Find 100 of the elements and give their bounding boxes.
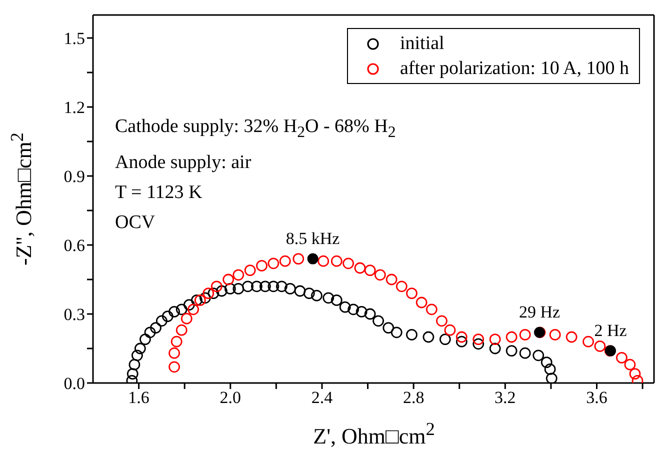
point bbox=[216, 285, 228, 297]
point bbox=[303, 288, 315, 299]
point bbox=[279, 255, 291, 267]
point bbox=[210, 280, 222, 292]
point bbox=[422, 331, 434, 343]
point bbox=[406, 288, 418, 299]
point bbox=[489, 342, 501, 354]
annotation: 29 Hz bbox=[518, 302, 560, 322]
x-tick-label: 3.2 bbox=[494, 388, 516, 408]
point bbox=[472, 338, 484, 350]
annotation: 8.5 kHz bbox=[286, 228, 340, 248]
point bbox=[629, 368, 641, 380]
point bbox=[256, 260, 268, 272]
point bbox=[489, 334, 501, 345]
legend-label: after polarization: 10 A, 100 h bbox=[400, 57, 629, 81]
point bbox=[444, 324, 456, 336]
point bbox=[188, 304, 199, 316]
point bbox=[342, 258, 354, 270]
point bbox=[339, 301, 351, 313]
point bbox=[549, 329, 561, 340]
point bbox=[354, 262, 366, 274]
point bbox=[506, 331, 518, 343]
point bbox=[456, 336, 468, 348]
point bbox=[144, 326, 156, 338]
point bbox=[372, 315, 384, 327]
y-tick-label: 0.6 bbox=[64, 236, 85, 256]
point bbox=[364, 264, 376, 276]
point bbox=[330, 255, 342, 267]
point bbox=[170, 336, 182, 348]
point bbox=[244, 264, 256, 276]
point bbox=[134, 342, 146, 354]
point bbox=[180, 312, 192, 324]
point bbox=[330, 294, 342, 306]
point bbox=[519, 329, 531, 340]
x-tick-label: 2.0 bbox=[220, 388, 242, 408]
point bbox=[276, 280, 288, 292]
point bbox=[162, 310, 174, 322]
point bbox=[251, 280, 262, 292]
point bbox=[294, 285, 306, 297]
point bbox=[268, 258, 280, 270]
y-tick-label: 0.9 bbox=[64, 167, 85, 186]
x-tick-label: 2.8 bbox=[402, 388, 424, 408]
point bbox=[284, 283, 296, 294]
point bbox=[168, 361, 180, 373]
point bbox=[222, 274, 234, 286]
point bbox=[544, 364, 556, 375]
point bbox=[374, 269, 386, 281]
point bbox=[150, 322, 162, 334]
point bbox=[348, 304, 360, 316]
point bbox=[156, 315, 168, 327]
point bbox=[426, 304, 438, 316]
point bbox=[140, 334, 151, 345]
point bbox=[582, 336, 594, 348]
point bbox=[128, 358, 140, 370]
annotation: Cathode supply: 32% H$_{2}$O - 68% H$_{2}$ bbox=[115, 115, 396, 143]
point bbox=[242, 280, 254, 292]
point bbox=[566, 331, 578, 343]
point bbox=[356, 306, 368, 318]
x-tick-label: 1.6 bbox=[128, 388, 150, 408]
point bbox=[232, 283, 244, 294]
point bbox=[259, 280, 271, 292]
point bbox=[386, 274, 398, 286]
point bbox=[406, 329, 418, 340]
x-tick-label: 3.6 bbox=[586, 388, 608, 408]
point bbox=[168, 306, 180, 318]
point bbox=[292, 253, 304, 264]
point bbox=[546, 372, 558, 383]
y-tick-label: 1.5 bbox=[64, 29, 85, 48]
point bbox=[232, 269, 244, 281]
point bbox=[208, 288, 220, 299]
point bbox=[472, 334, 484, 345]
point bbox=[382, 322, 394, 334]
point bbox=[390, 326, 402, 338]
point bbox=[176, 304, 188, 316]
point bbox=[183, 299, 195, 310]
point bbox=[202, 288, 214, 299]
point bbox=[396, 280, 408, 292]
y-tick-label: 1.2 bbox=[64, 98, 85, 118]
y-tick-label: 0.3 bbox=[64, 305, 85, 324]
point bbox=[191, 294, 202, 306]
point bbox=[318, 255, 330, 267]
y-tick-label: 0.0 bbox=[64, 374, 85, 394]
legend-label: initial bbox=[400, 32, 444, 56]
annotation: Anode supply: air bbox=[115, 150, 252, 175]
x-tick-label: 2.4 bbox=[311, 388, 334, 408]
annotation: T = 1123 K bbox=[115, 180, 204, 205]
point bbox=[594, 340, 606, 352]
point bbox=[616, 352, 628, 364]
point bbox=[532, 350, 544, 362]
annotation: 2 Hz bbox=[594, 320, 628, 340]
point bbox=[322, 292, 334, 304]
point bbox=[168, 347, 180, 359]
x-axis-title: Z', Ohm□cm$^{2}$ bbox=[312, 419, 436, 450]
point bbox=[624, 358, 636, 370]
annotation: OCV bbox=[115, 212, 156, 233]
point bbox=[194, 294, 206, 306]
point bbox=[506, 345, 518, 356]
point bbox=[540, 356, 552, 368]
point bbox=[439, 334, 451, 345]
point bbox=[268, 280, 280, 292]
